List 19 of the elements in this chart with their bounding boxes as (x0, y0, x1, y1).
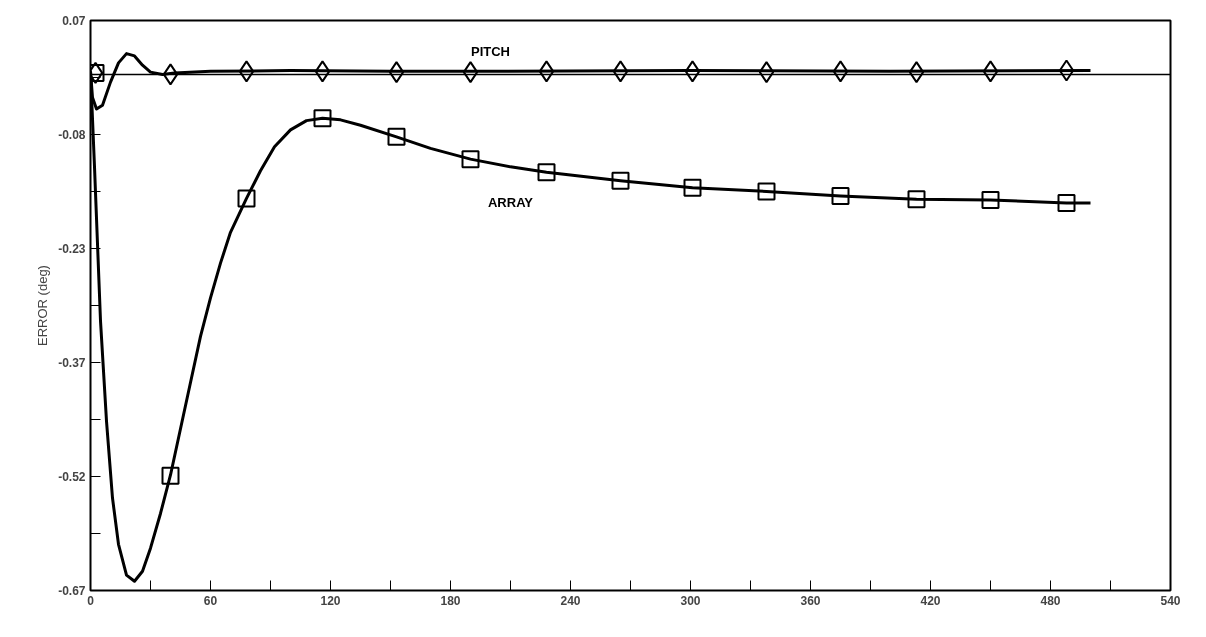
x-tick-label: 240 (560, 593, 581, 608)
x-tick-label: 300 (680, 593, 701, 608)
x-tick-label: 420 (920, 593, 941, 608)
y-tick-label: 0.07 (62, 14, 86, 28)
series-label: ARRAY (487, 194, 534, 210)
x-tick-label: 0 (87, 593, 95, 608)
x-tick-label: 480 (1040, 593, 1061, 608)
x-tick-label: 60 (203, 593, 218, 608)
y-tick-label: -0.67 (58, 584, 86, 598)
x-tick-label: 540 (1160, 593, 1181, 608)
y-tick-label: -0.08 (58, 128, 86, 142)
x-tick-label: 360 (800, 593, 821, 608)
y-tick-label: -0.37 (58, 356, 86, 370)
x-tick-label: 180 (440, 593, 461, 608)
x-tick-label: 120 (320, 593, 341, 608)
y-tick-label: -0.52 (58, 470, 86, 484)
series-label: PITCH (471, 44, 510, 60)
y-axis-title: ERROR (deg) (35, 265, 51, 346)
y-tick-label: -0.23 (58, 242, 86, 256)
